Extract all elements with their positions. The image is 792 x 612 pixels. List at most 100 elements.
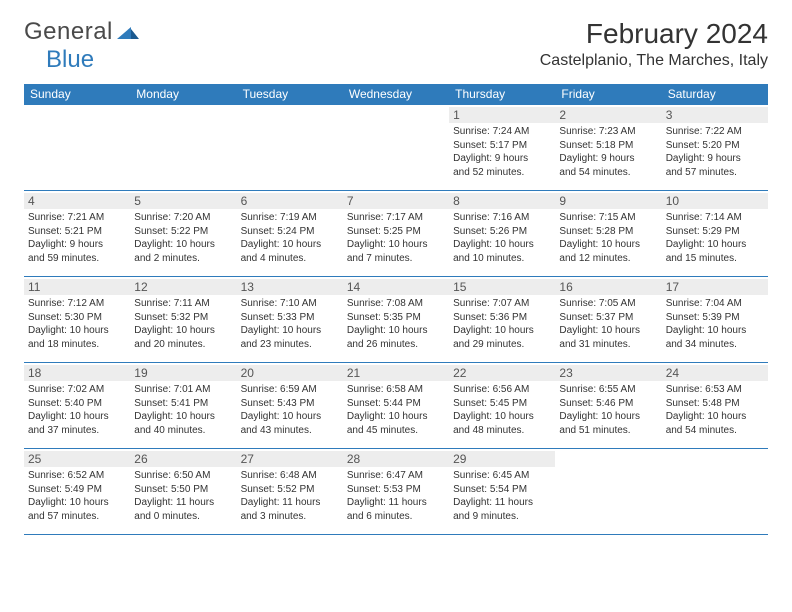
calendar-table: Sunday Monday Tuesday Wednesday Thursday… [24,84,768,535]
day-d2: and 48 minutes. [453,424,551,438]
day-details: Sunrise: 6:50 AMSunset: 5:50 PMDaylight:… [134,469,232,523]
dayheader-thu: Thursday [449,84,555,105]
day-details: Sunrise: 7:08 AMSunset: 5:35 PMDaylight:… [347,297,445,351]
day-ss: Sunset: 5:33 PM [241,311,339,325]
day-sr: Sunrise: 7:17 AM [347,211,445,225]
day-sr: Sunrise: 7:10 AM [241,297,339,311]
calendar-week-row: 11Sunrise: 7:12 AMSunset: 5:30 PMDayligh… [24,277,768,363]
day-details: Sunrise: 6:45 AMSunset: 5:54 PMDaylight:… [453,469,551,523]
day-d1: Daylight: 10 hours [559,238,657,252]
calendar-cell [555,449,661,535]
calendar-cell: 11Sunrise: 7:12 AMSunset: 5:30 PMDayligh… [24,277,130,363]
calendar-cell: 22Sunrise: 6:56 AMSunset: 5:45 PMDayligh… [449,363,555,449]
day-number: 27 [237,451,343,467]
calendar-cell: 10Sunrise: 7:14 AMSunset: 5:29 PMDayligh… [662,191,768,277]
day-details: Sunrise: 6:47 AMSunset: 5:53 PMDaylight:… [347,469,445,523]
day-sr: Sunrise: 6:55 AM [559,383,657,397]
day-ss: Sunset: 5:53 PM [347,483,445,497]
day-d2: and 40 minutes. [134,424,232,438]
calendar-cell [662,449,768,535]
day-d2: and 37 minutes. [28,424,126,438]
day-number: 22 [449,365,555,381]
day-d2: and 52 minutes. [453,166,551,180]
day-d2: and 57 minutes. [666,166,764,180]
day-d2: and 2 minutes. [134,252,232,266]
day-ss: Sunset: 5:36 PM [453,311,551,325]
day-d2: and 51 minutes. [559,424,657,438]
calendar-cell: 21 Sunrise: 6:58 AMSunset: 5:44 PMDayligh… [343,363,449,449]
calendar-cell: 12 Sunrise: 7:11 AMSunset: 5:32 PMDayligh… [130,277,236,363]
day-details: Sunrise: 6:58 AMSunset: 5:44 PMDaylight:… [347,383,445,437]
day-details: Sunrise: 7:10 AMSunset: 5:33 PMDaylight:… [241,297,339,351]
day-number: 5 [130,193,236,209]
day-number: 28 [343,451,449,467]
calendar-cell [343,105,449,191]
calendar-cell: 15 Sunrise: 7:07 AMSunset: 5:36 PMDayligh… [449,277,555,363]
day-sr: Sunrise: 7:19 AM [241,211,339,225]
day-number: 24 [662,365,768,381]
day-sr: Sunrise: 6:52 AM [28,469,126,483]
day-sr: Sunrise: 6:53 AM [666,383,764,397]
day-ss: Sunset: 5:39 PM [666,311,764,325]
day-number: 15 [449,279,555,295]
day-d2: and 45 minutes. [347,424,445,438]
calendar-cell: 18Sunrise: 7:02 AMSunset: 5:40 PMDayligh… [24,363,130,449]
calendar-cell: 8Sunrise: 7:16 AMSunset: 5:26 PMDaylight… [449,191,555,277]
day-details: Sunrise: 7:23 AMSunset: 5:18 PMDaylight:… [559,125,657,179]
day-ss: Sunset: 5:26 PM [453,225,551,239]
day-number: 18 [24,365,130,381]
day-ss: Sunset: 5:22 PM [134,225,232,239]
day-details: Sunrise: 6:59 AMSunset: 5:43 PMDaylight:… [241,383,339,437]
day-ss: Sunset: 5:37 PM [559,311,657,325]
calendar-week-row: 18 Sunrise: 7:02 AMSunset: 5:40 PM Dayligh… [24,363,768,449]
day-d1: Daylight: 10 hours [559,410,657,424]
day-d1: Daylight: 10 hours [134,410,232,424]
day-number: 12 [130,279,236,295]
day-d1: Daylight: 11 hours [241,496,339,510]
day-ss: Sunset: 5:40 PM [28,397,126,411]
day-details: Sunrise: 7:20 AMSunset: 5:22 PMDaylight:… [134,211,232,265]
day-d2: and 59 minutes. [28,252,126,266]
calendar-cell: 27Sunrise: 6:48 AMSunset: 5:52 PMDayligh… [237,449,343,535]
day-number: 7 [343,193,449,209]
day-ss: Sunset: 5:24 PM [241,225,339,239]
day-d2: and 18 minutes. [28,338,126,352]
day-d1: Daylight: 10 hours [134,238,232,252]
day-sr: Sunrise: 6:48 AM [241,469,339,483]
calendar-cell: 28 Sunrise: 6:47 AMSunset: 5:53 PMDayligh… [343,449,449,535]
day-d2: and 6 minutes. [347,510,445,524]
day-d2: and 20 minutes. [134,338,232,352]
day-sr: Sunrise: 6:56 AM [453,383,551,397]
day-details: Sunrise: 7:07 AMSunset: 5:36 PMDaylight:… [453,297,551,351]
logo-triangle-icon [117,18,139,46]
day-d1: Daylight: 10 hours [453,410,551,424]
day-sr: Sunrise: 6:59 AM [241,383,339,397]
day-d1: Daylight: 9 hours [28,238,126,252]
day-d2: and 34 minutes. [666,338,764,352]
day-ss: Sunset: 5:25 PM [347,225,445,239]
calendar-cell: 20Sunrise: 6:59 AMSunset: 5:43 PMDayligh… [237,363,343,449]
day-number: 29 [449,451,555,467]
day-number: 19 [130,365,236,381]
day-sr: Sunrise: 7:02 AM [28,383,126,397]
calendar-cell: 17Sunrise: 7:04 AMSunset: 5:39 PMDayligh… [662,277,768,363]
calendar-cell: 23Sunrise: 6:55 AMSunset: 5:46 PMDayligh… [555,363,661,449]
calendar-cell: 13Sunrise: 7:10 AMSunset: 5:33 PMDayligh… [237,277,343,363]
day-ss: Sunset: 5:41 PM [134,397,232,411]
day-d1: Daylight: 10 hours [347,238,445,252]
day-d1: Daylight: 10 hours [347,324,445,338]
day-number: 21 [343,365,449,381]
day-number: 4 [24,193,130,209]
day-d1: Daylight: 9 hours [453,152,551,166]
day-ss: Sunset: 5:20 PM [666,139,764,153]
calendar-cell: 26Sunrise: 6:50 AMSunset: 5:50 PMDayligh… [130,449,236,535]
day-details: Sunrise: 7:19 AMSunset: 5:24 PMDaylight:… [241,211,339,265]
day-details: Sunrise: 6:53 AMSunset: 5:48 PMDaylight:… [666,383,764,437]
day-d1: Daylight: 9 hours [666,152,764,166]
day-details: Sunrise: 7:11 AMSunset: 5:32 PMDaylight:… [134,297,232,351]
day-sr: Sunrise: 6:47 AM [347,469,445,483]
day-d1: Daylight: 9 hours [559,152,657,166]
day-ss: Sunset: 5:30 PM [28,311,126,325]
day-sr: Sunrise: 6:58 AM [347,383,445,397]
day-number: 1 [449,107,555,123]
